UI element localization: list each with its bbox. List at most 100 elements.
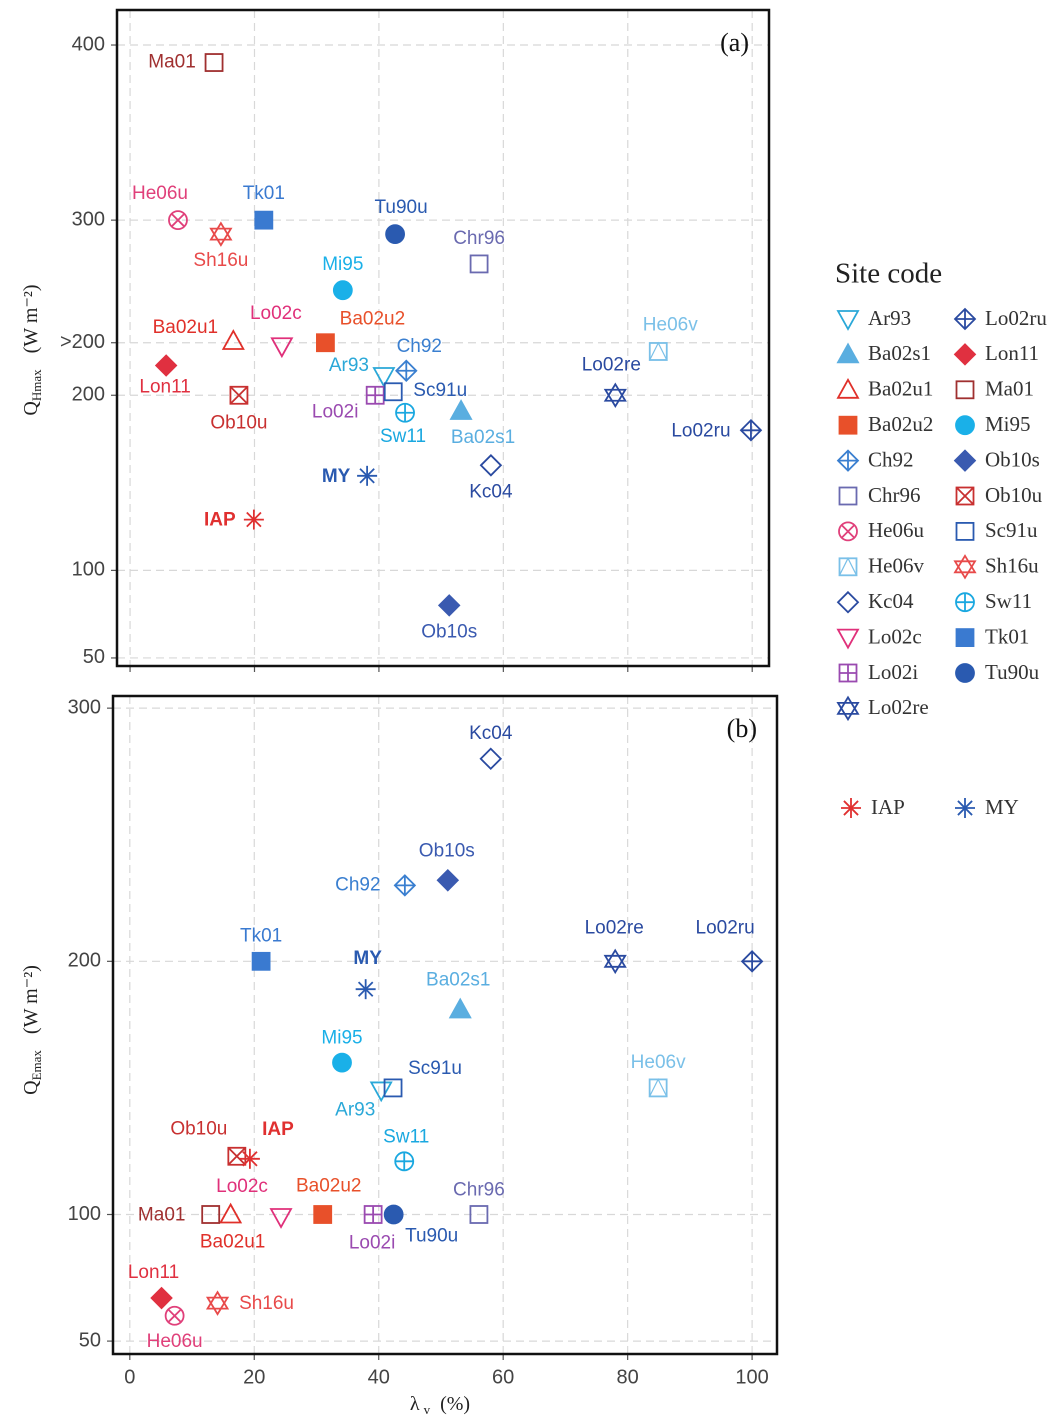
point-label: Lon11 [128, 1262, 179, 1283]
marker-part [168, 210, 188, 231]
point-label: Sc91u [408, 1058, 462, 1079]
point-label: Ob10u [210, 412, 267, 433]
point-label: Ba02s1 [451, 427, 515, 448]
x-tick-label: 80 [617, 1366, 639, 1388]
legend-label: Lo02c [868, 624, 922, 648]
marker-part [953, 554, 977, 574]
point [332, 280, 353, 301]
point [269, 1208, 293, 1229]
marker-part [957, 800, 973, 816]
point-label: Chr96 [453, 228, 505, 249]
point [316, 333, 335, 353]
y-tick-label: 100 [68, 1203, 101, 1225]
point-label: Lo02re [582, 354, 641, 375]
marker-part [469, 254, 489, 274]
marker-part [242, 1151, 258, 1167]
point [448, 997, 472, 1019]
marker-part [372, 367, 396, 388]
legend-marker [955, 592, 975, 613]
panel-tag: (b) [727, 714, 757, 743]
point-label: Lo02i [349, 1233, 396, 1254]
marker-part [836, 695, 860, 715]
marker-part [836, 590, 860, 614]
legend-label: MY [985, 795, 1019, 819]
marker-part [955, 628, 975, 647]
point [363, 1205, 383, 1224]
marker-part [209, 227, 233, 247]
point [365, 385, 385, 405]
legend-label: Sw11 [985, 589, 1032, 613]
legend-label: Sc91u [985, 518, 1038, 542]
marker-part [359, 468, 375, 484]
point-label: Sh16u [193, 250, 248, 271]
marker-part [836, 377, 860, 399]
marker-part [603, 948, 627, 968]
legend-marker [955, 522, 975, 541]
marker-part [836, 628, 860, 650]
legend-marker [836, 695, 860, 722]
point-label: Tu90u [405, 1226, 458, 1247]
plot-frame [115, 8, 771, 668]
point-label: Sc91u [413, 380, 467, 401]
legend-marker [836, 310, 860, 331]
point-label: IAP [204, 510, 236, 531]
legend-marker [836, 590, 860, 614]
point [648, 341, 668, 361]
point [219, 1202, 243, 1224]
legend-marker [955, 798, 975, 818]
marker-part [479, 747, 503, 771]
legend-label: Ob10s [985, 447, 1040, 471]
point-label: Ob10s [419, 840, 475, 861]
y-tick-label: 300 [68, 696, 101, 718]
legend-marker [955, 380, 975, 400]
point [254, 210, 274, 230]
point [479, 454, 503, 477]
marker-part [953, 560, 977, 580]
point-label: Mi95 [322, 254, 363, 275]
point [393, 874, 417, 897]
x-label-unit: (%) [440, 1393, 470, 1415]
y-label-main: Q [20, 1080, 42, 1095]
point [209, 221, 233, 247]
y-tick-label: 400 [72, 33, 105, 55]
marker-part [369, 1081, 393, 1103]
legend-label: Tu90u [985, 660, 1040, 684]
point-label: Ma01 [138, 1205, 186, 1226]
marker-part [171, 213, 185, 228]
point [436, 869, 460, 892]
y-axis-label: QEmax (W m⁻²) [20, 965, 44, 1095]
marker-part [479, 454, 503, 477]
point-label: He06v [631, 1052, 686, 1073]
marker-part [254, 210, 274, 230]
point [154, 354, 178, 377]
point-label: Lo02ru [696, 917, 755, 938]
point-label: Sw11 [383, 1126, 429, 1147]
point-label: He06u [147, 1331, 203, 1352]
marker-part [836, 342, 860, 364]
marker-part [332, 1052, 352, 1073]
y-tick-label: 50 [83, 646, 105, 668]
legend-label: Lo02ru [985, 306, 1047, 330]
point-label: Mi95 [321, 1028, 362, 1049]
point [251, 951, 271, 971]
marker-part [838, 486, 858, 506]
panel-tag: (a) [720, 28, 749, 57]
legend-marker [955, 486, 975, 506]
point [369, 1081, 393, 1103]
legend-label: Chr96 [868, 483, 921, 507]
point [164, 1305, 185, 1326]
marker-part [836, 310, 860, 331]
point [383, 1078, 403, 1098]
legend-marker [836, 628, 860, 650]
point [603, 948, 627, 975]
marker-part [436, 869, 460, 892]
marker-part [437, 594, 461, 617]
point-label: Tk01 [240, 925, 282, 946]
legend-marker [838, 486, 858, 506]
marker-part [836, 702, 860, 722]
legend-label: Mi95 [985, 412, 1031, 436]
legend-marker [953, 449, 977, 472]
legend-label: Ob10u [985, 483, 1043, 507]
point-label: Ch92 [335, 874, 380, 895]
point-label: Lo02re [585, 917, 644, 938]
